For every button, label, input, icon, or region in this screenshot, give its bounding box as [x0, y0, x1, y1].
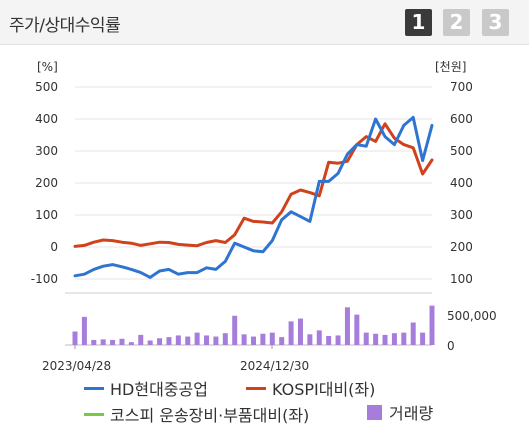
volume-bar — [391, 333, 397, 345]
volume-bar — [241, 334, 247, 345]
legend-item-kospi: KOSPI대비(좌) — [246, 376, 375, 400]
volume-bar — [204, 335, 210, 345]
legend-swatch-hd — [84, 386, 104, 390]
volume-bar — [297, 318, 303, 345]
left-tick-label: 100 — [35, 208, 58, 222]
volume-bar — [279, 337, 285, 345]
volume-bar — [354, 314, 360, 345]
volume-bar — [119, 338, 125, 345]
legend-item-volume: 거래량 — [367, 400, 433, 424]
legend-label-volume: 거래량 — [389, 404, 434, 423]
volume-bar — [401, 332, 407, 345]
volume-bar — [335, 335, 341, 345]
right-tick-label: 400 — [450, 176, 473, 190]
tab-1[interactable]: 1 — [405, 9, 432, 36]
legend-label-kospi: KOSPI대비(좌) — [272, 380, 376, 399]
volume-bar — [373, 333, 379, 345]
volume-bar — [326, 336, 332, 345]
left-tick-label: 300 — [35, 144, 58, 158]
volume-bar — [316, 330, 322, 345]
hd-line — [73, 115, 434, 279]
tab-3[interactable]: 3 — [482, 9, 509, 36]
right-tick-label: 200 — [450, 240, 473, 254]
x-tick-label: 2024/12/30 — [240, 359, 309, 373]
left-tick-label: 200 — [35, 176, 58, 190]
right-tick-label: 600 — [450, 112, 473, 126]
volume-bar — [110, 339, 116, 345]
volume-bar — [128, 342, 134, 345]
page-title: 주가/상대수익률 — [9, 16, 121, 36]
right-tick-label: 700 — [450, 80, 473, 94]
kospi-relative-line — [73, 122, 434, 248]
tab-2[interactable]: 2 — [443, 9, 470, 36]
header: 주가/상대수익률 1 2 3 — [0, 0, 529, 45]
volume-bar — [166, 337, 172, 345]
volume-bar — [185, 336, 191, 345]
legend-item-hd: HD현대중공업 — [84, 376, 208, 400]
volume-bar — [147, 340, 153, 345]
legend-swatch-sector — [84, 412, 104, 416]
volume-bar — [269, 332, 275, 345]
volume-bar — [344, 307, 350, 345]
volume-bar — [307, 334, 313, 345]
legend-label-hd: HD현대중공업 — [110, 380, 208, 399]
left-tick-label: 0 — [50, 240, 58, 254]
legend-item-sector: 코스피 운송장비·부품대비(좌) — [84, 402, 309, 426]
legend-label-sector: 코스피 운송장비·부품대비(좌) — [110, 406, 310, 425]
legend-swatch-kospi — [246, 386, 266, 390]
volume-bar — [81, 316, 87, 345]
volume-bar — [138, 334, 144, 345]
left-axis-unit: [%] — [37, 60, 58, 74]
volume-bar — [222, 333, 228, 345]
left-tick-label: 400 — [35, 112, 58, 126]
legend-swatch-volume — [367, 404, 382, 420]
right-tick-label: 300 — [450, 208, 473, 222]
volume-bar — [213, 336, 219, 345]
volume-bar — [157, 338, 163, 345]
right-tick-label: 500 — [450, 144, 473, 158]
volume-bar — [420, 332, 426, 345]
volume-bar — [232, 315, 238, 345]
volume-bar — [382, 334, 388, 345]
volume-bar — [410, 322, 416, 345]
volume-tick-label: 500,000 — [447, 309, 497, 323]
right-axis-unit: [천원] — [435, 59, 466, 74]
volume-bar — [72, 331, 78, 345]
right-tick-label: 100 — [450, 272, 473, 286]
volume-bar — [363, 332, 369, 345]
volume-tick-label: 0 — [447, 339, 455, 353]
x-tick-label: 2023/04/28 — [42, 359, 111, 373]
volume-bar — [100, 339, 106, 345]
volume-bar — [429, 305, 435, 345]
volume-bar — [288, 321, 294, 345]
volume-bar — [260, 333, 266, 345]
volume-bar — [251, 336, 256, 345]
left-tick-label: -100 — [31, 272, 58, 286]
volume-bar — [175, 335, 181, 345]
volume-bar — [194, 332, 200, 345]
left-tick-label: 500 — [35, 80, 58, 94]
volume-bar — [91, 339, 97, 345]
